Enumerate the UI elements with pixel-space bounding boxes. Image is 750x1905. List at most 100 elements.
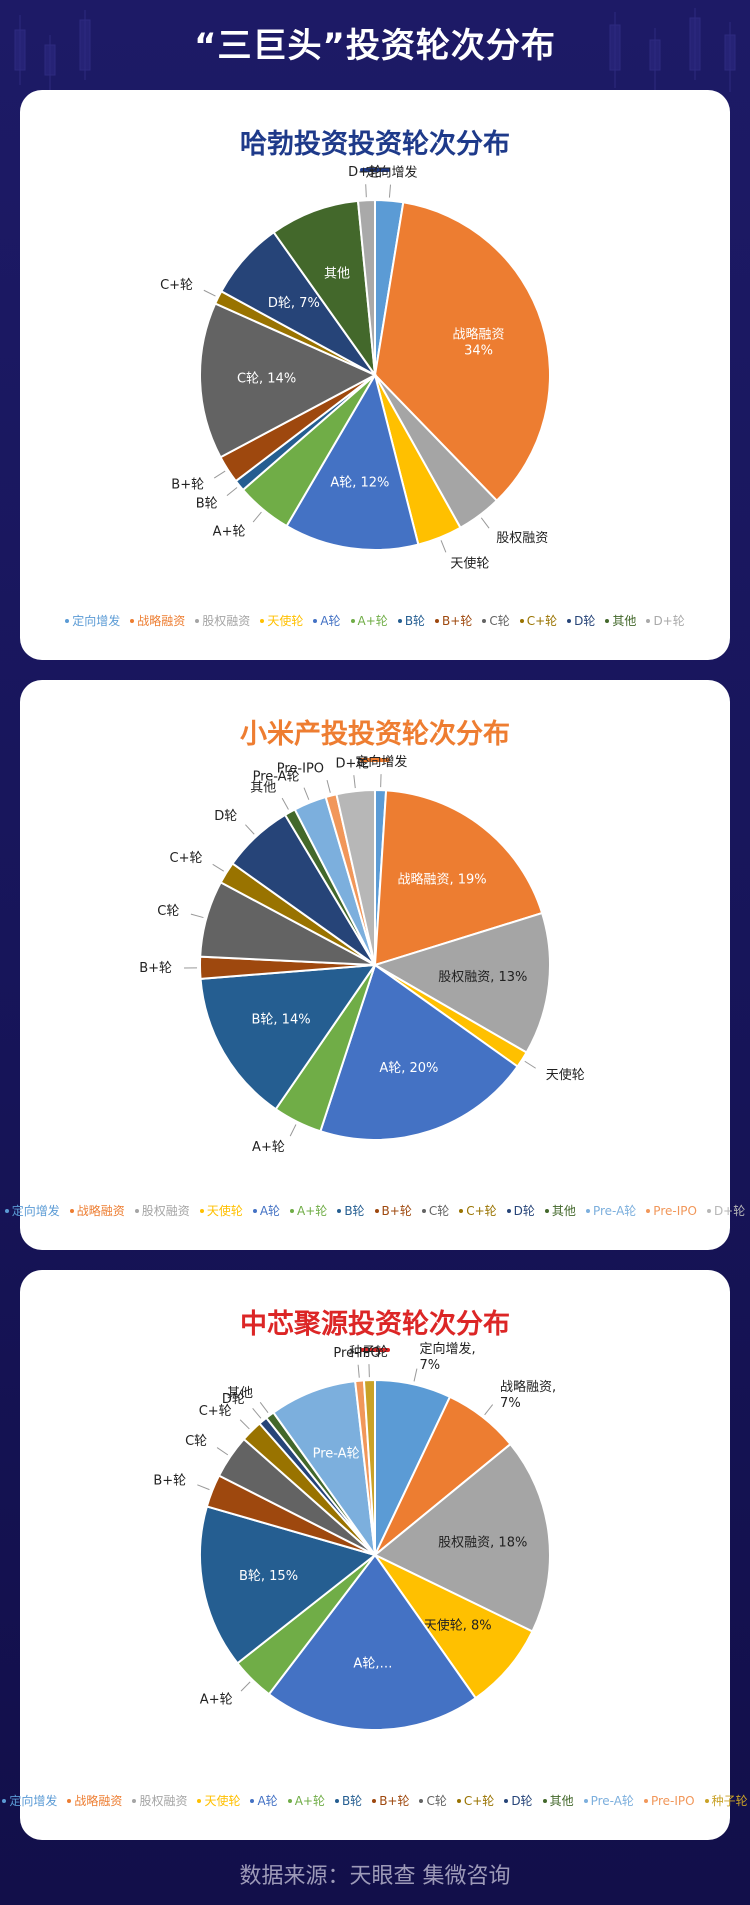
- legend-label: Pre-IPO: [653, 1203, 697, 1218]
- title-underline: [360, 168, 390, 172]
- legend-item-B+轮: B+轮: [435, 612, 472, 629]
- legend-swatch: [567, 618, 572, 623]
- legend-item-C+轮: C+轮: [519, 612, 558, 629]
- legend-label: 股权融资: [202, 614, 251, 628]
- leader-line: [326, 779, 331, 793]
- legend-item-C+轮: C+轮: [459, 1202, 497, 1219]
- legend-label: C轮: [426, 1794, 447, 1808]
- leader-line: [252, 1408, 262, 1419]
- slice-label-D+轮: D+轮: [336, 756, 370, 771]
- chart-legend: 定向增发 战略融资 股权融资 天使轮 A轮 A+轮 B轮 B+轮 C轮 C+轮 D轮 其他 Pre-A轮…: [2, 1792, 748, 1809]
- leader-line: [303, 787, 310, 800]
- data-source: 数据来源：天眼查 集微咨询: [239, 1864, 511, 1889]
- legend-item-A+轮: A+轮: [287, 1792, 325, 1809]
- legend-item-B+轮: B+轮: [374, 1202, 412, 1219]
- legend-label: Pre-A轮: [592, 1204, 637, 1218]
- legend-swatch: [544, 1208, 549, 1213]
- legend-label: 定向增发: [11, 1204, 60, 1218]
- legend-item-股权融资: 股权融资: [132, 1792, 187, 1809]
- legend-label: B+轮: [379, 1794, 410, 1808]
- legend-item-战略融资: 战略融资: [67, 1792, 122, 1809]
- legend-swatch: [67, 1798, 72, 1803]
- leader-line: [252, 511, 262, 523]
- slice-label-股权融资: 股权融资, 13%: [438, 969, 527, 985]
- leader-line: [212, 863, 225, 872]
- slice-label-Pre-A轮: Pre-A轮: [253, 770, 300, 785]
- legend-label: 天使轮: [267, 614, 304, 628]
- leader-line: [197, 1484, 210, 1491]
- legend-item-D轮: D轮: [506, 1202, 535, 1219]
- legend-label: 其他: [551, 1204, 576, 1218]
- legend-item-A+轮: A+轮: [350, 612, 388, 629]
- legend-item-战略融资: 战略融资: [130, 612, 185, 629]
- legend-label: A+轮: [297, 1204, 328, 1218]
- slice-label-B轮: B轮: [196, 496, 218, 511]
- legend-swatch: [456, 1798, 461, 1803]
- legend-label: B轮: [341, 1794, 363, 1808]
- legend-swatch: [482, 618, 487, 623]
- legend-label: A轮: [259, 1204, 281, 1218]
- leader-line: [245, 824, 255, 835]
- slice-label-战略融资: 战略融资, 7%: [500, 1379, 556, 1411]
- legend-label: A+轮: [294, 1794, 325, 1808]
- slice-label-战略融资: 战略融资, 19%: [397, 872, 486, 888]
- leader-line: [259, 1402, 269, 1414]
- title-underline: [360, 758, 390, 762]
- chart-card-xiaomi: 小米产投投资轮次分布 定向增发 战略融资, 19% 股权融资, 13% 天使轮 A轮, …: [4, 680, 745, 1250]
- slice-label-定向增发: 定向增发: [355, 754, 407, 770]
- legend-swatch: [504, 1798, 509, 1803]
- pie-slice-D+轮: [335, 788, 376, 966]
- legend-item-天使轮: 天使轮: [260, 612, 303, 629]
- legend-label: 定向增发: [72, 614, 121, 628]
- slice-label-定向增发: 定向增发, 7%: [420, 1341, 476, 1373]
- leader-line: [240, 1681, 251, 1692]
- legend-label: D轮: [513, 1204, 535, 1218]
- pie-slice-其他: [272, 199, 377, 379]
- leader-line: [190, 913, 204, 919]
- slice-label-C+轮: C+轮: [170, 851, 203, 866]
- legend-swatch: [337, 1208, 342, 1213]
- legend-swatch: [583, 1798, 588, 1803]
- pie-slice-C轮: [199, 302, 378, 459]
- legend-label: C+轮: [526, 614, 558, 628]
- legend-swatch: [419, 1798, 424, 1803]
- legend-item-定向增发: 定向增发: [4, 1202, 60, 1219]
- pie-slice-战略融资: [373, 201, 551, 503]
- slice-label-天使轮: 天使轮, 8%: [424, 1617, 492, 1633]
- legend-item-其他: 其他: [544, 1202, 576, 1219]
- legend-item-B轮: B轮: [397, 612, 425, 629]
- legend-swatch: [704, 1798, 709, 1803]
- leader-line: [440, 540, 447, 553]
- legend-label: D+轮: [653, 614, 685, 628]
- legend-item-战略融资: 战略融资: [69, 1202, 125, 1219]
- legend-swatch: [260, 618, 265, 623]
- leader-line: [216, 1447, 229, 1456]
- legend-label: B+轮: [442, 614, 473, 628]
- pie-slice-A轮: [267, 1553, 478, 1731]
- leader-line: [388, 184, 391, 198]
- legend-swatch: [506, 1208, 511, 1213]
- legend-swatch: [250, 1798, 255, 1803]
- legend-label: A轮: [257, 1794, 278, 1808]
- legend-item-Pre-A轮: Pre-A轮: [583, 1792, 634, 1809]
- legend-label: C+轮: [463, 1794, 495, 1808]
- legend-label: C+轮: [466, 1204, 497, 1218]
- leader-line: [484, 1404, 494, 1416]
- legend-item-A+轮: A+轮: [290, 1202, 327, 1219]
- legend-swatch: [435, 618, 440, 623]
- slice-label-其他: 其他: [324, 266, 350, 281]
- legend-item-股权融资: 股权融资: [195, 612, 250, 629]
- legend-item-定向增发: 定向增发: [2, 1792, 57, 1809]
- legend-swatch: [199, 1208, 204, 1213]
- slice-label-其他: 其他: [227, 1386, 253, 1401]
- leader-line: [365, 184, 367, 198]
- legend-label: 股权融资: [141, 1204, 190, 1218]
- legend-swatch: [459, 1208, 464, 1213]
- legend-item-Pre-IPO: Pre-IPO: [646, 1202, 697, 1219]
- slice-label-天使轮: 天使轮: [546, 1067, 585, 1083]
- legend-swatch: [69, 1208, 74, 1213]
- slice-label-B轮: B轮, 15%: [239, 1569, 298, 1584]
- slice-label-B轮: B轮, 14%: [251, 1012, 310, 1027]
- legend-swatch: [313, 618, 318, 623]
